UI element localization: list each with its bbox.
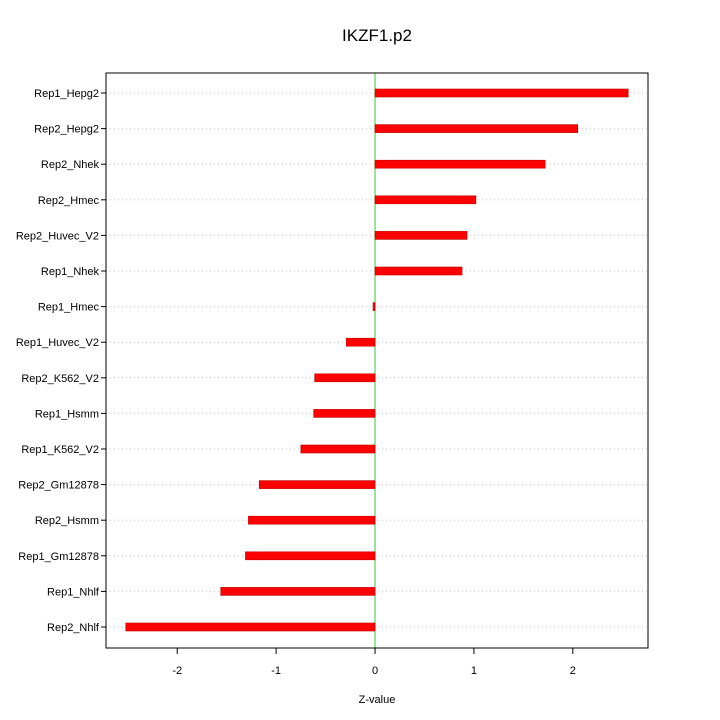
bar-rep1-hsmm	[313, 409, 376, 418]
category-label: Rep2_Nhek	[41, 159, 100, 171]
x-tick-label: -2	[172, 665, 182, 677]
x-tick-label: -1	[271, 665, 281, 677]
category-label: Rep1_Hsmm	[35, 408, 99, 420]
category-labels: Rep1_Hepg2 Rep2_Hepg2 Rep2_Nhek Rep2_Hmec Re…	[16, 88, 106, 634]
bar-rep2-huvec-v2	[374, 231, 468, 240]
category-label: Rep2_K562_V2	[21, 373, 99, 385]
grid-lines	[106, 92, 648, 628]
bars	[125, 88, 629, 632]
category-label: Rep1_Gm12878	[18, 551, 99, 563]
plot-frame	[105, 72, 649, 649]
category-label: Rep2_Gm12878	[18, 480, 99, 492]
x-axis-ticks: -2 -1 0 1 2	[172, 648, 576, 677]
category-label: Rep2_Hmec	[38, 195, 100, 207]
x-tick-label: 2	[570, 665, 576, 677]
x-axis-label: Z-value	[359, 694, 396, 706]
x-tick-label: 0	[372, 665, 378, 677]
bar-rep1-hmec	[372, 302, 376, 311]
bar-rep2-hmec	[374, 195, 477, 205]
chart-title: IKZF1.p2	[342, 26, 412, 45]
category-label: Rep1_Hmec	[38, 302, 100, 314]
category-label: Rep1_Nhek	[41, 266, 100, 278]
bar-rep2-k562-v2	[314, 373, 376, 383]
bar-rep1-gm12878	[245, 551, 376, 561]
bar-rep1-nhek	[374, 266, 463, 276]
category-label: Rep2_Hsmm	[35, 515, 99, 527]
bar-rep2-nhlf	[125, 622, 376, 632]
bar-rep1-huvec-v2	[346, 337, 376, 347]
category-label: Rep1_K562_V2	[21, 444, 99, 456]
category-label: Rep2_Huvec_V2	[16, 230, 99, 242]
x-tick-label: 1	[471, 665, 477, 677]
category-label: Rep1_Nhlf	[47, 586, 100, 598]
bar-rep1-k562-v2	[300, 444, 376, 454]
category-label: Rep2_Hepg2	[34, 124, 99, 136]
bar-rep1-nhlf	[220, 587, 376, 596]
category-label: Rep1_Huvec_V2	[16, 337, 99, 349]
bar-rep1-hepg2	[374, 88, 629, 98]
bar-rep2-hepg2	[374, 124, 579, 133]
bar-rep2-gm12878	[259, 480, 376, 489]
category-label: Rep2_Nhlf	[47, 622, 100, 634]
bar-rep2-nhek	[374, 159, 546, 169]
bar-rep2-hsmm	[248, 515, 376, 525]
category-label: Rep1_Hepg2	[34, 88, 99, 100]
